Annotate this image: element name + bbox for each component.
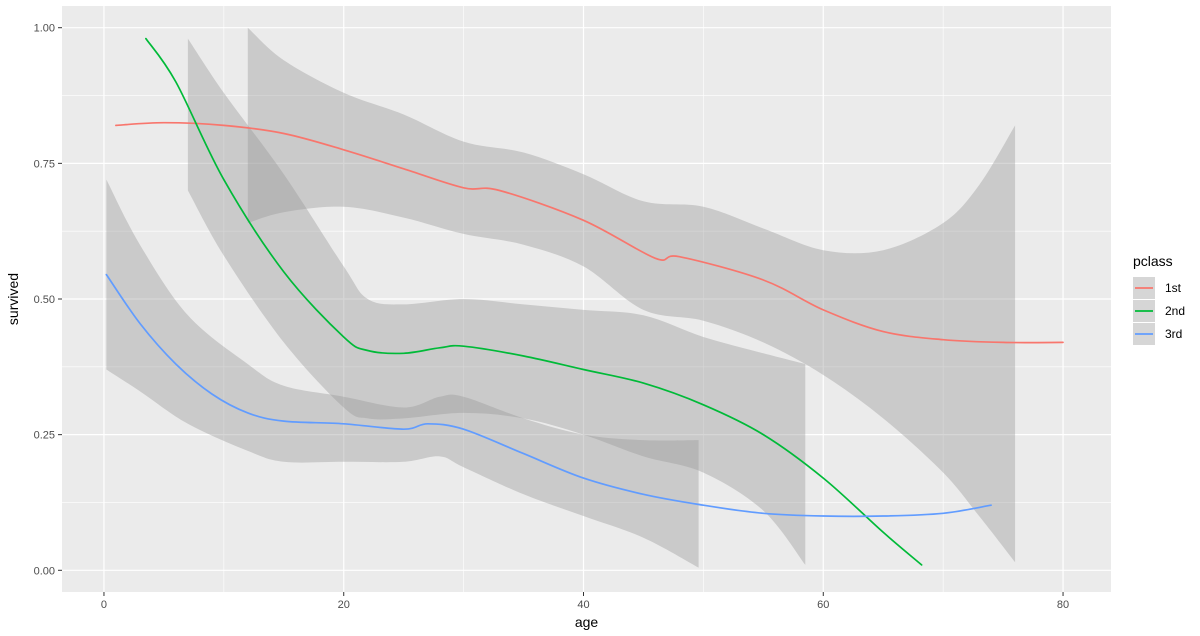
ribbon-1st [247,27,1016,563]
y-tick-label: 0.25 [34,430,55,442]
x-tick-label: 0 [101,599,107,611]
y-tick-label: 1.00 [34,23,55,35]
y-axis: 0.00 0.25 0.50 0.75 1.00 [34,23,62,577]
ribbon-3rd [106,179,699,568]
x-tick-label: 40 [577,599,589,611]
y-tick-label: 0.50 [34,294,55,306]
legend-title: pclass [1133,253,1173,269]
series-line-1st [115,121,1064,344]
x-tick-label: 80 [1057,599,1069,611]
ribbon-2nd [187,38,806,565]
legend-label-1st: 1st [1165,281,1182,295]
y-axis-title: survived [5,273,21,325]
major-gridlines [62,6,1111,592]
y-tick-label: 0.75 [34,158,55,170]
series-lines [105,37,1064,566]
legend: pclass 1st 2nd 3rd [1133,253,1185,345]
series-line-2nd [145,37,923,566]
confidence-ribbons [106,27,1016,568]
x-tick-label: 20 [338,599,350,611]
x-axis: 0 20 40 60 80 [101,592,1069,611]
legend-label-3rd: 3rd [1165,327,1182,341]
x-axis-title: age [575,614,599,630]
x-tick-label: 60 [817,599,829,611]
legend-label-2nd: 2nd [1165,304,1185,318]
y-tick-label: 0.00 [34,565,55,577]
series-line-3rd [105,273,992,518]
